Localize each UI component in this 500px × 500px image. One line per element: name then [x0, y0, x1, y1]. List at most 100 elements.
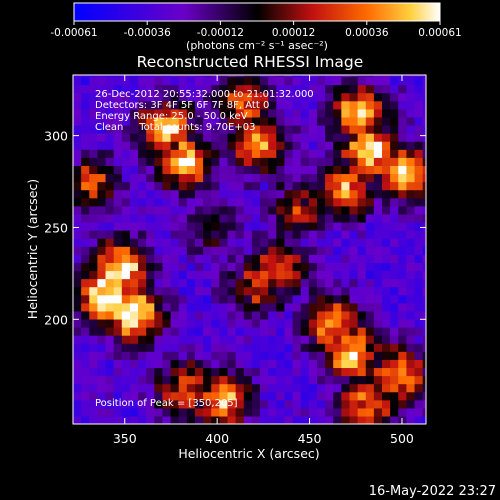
- heatmap-cell: [162, 335, 172, 344]
- heatmap-cell: [113, 391, 123, 401]
- heatmap-cell: [203, 343, 212, 352]
- heatmap-cell: [341, 100, 351, 110]
- heatmap-cell: [292, 286, 302, 296]
- heatmap-cell: [251, 294, 261, 304]
- heatmap-cell: [146, 359, 155, 369]
- heatmap-cell: [243, 173, 253, 183]
- heatmap-cell: [357, 181, 367, 191]
- heatmap-cell: [97, 294, 107, 304]
- heatmap-cell: [365, 141, 375, 150]
- heatmap-cell: [211, 149, 220, 158]
- heatmap-cell: [357, 399, 367, 409]
- heatmap-cell: [227, 294, 237, 304]
- heatmap-cell: [219, 141, 229, 150]
- heatmap-cell: [194, 76, 204, 86]
- heatmap-cell: [382, 335, 391, 344]
- heatmap-cell: [292, 165, 302, 175]
- heatmap-cell: [431, 68, 440, 77]
- heatmap-cell: [170, 375, 180, 385]
- heatmap-cell: [398, 318, 408, 328]
- heatmap-cell: [162, 318, 172, 328]
- heatmap-cell: [333, 108, 342, 118]
- heatmap-cell: [186, 230, 196, 239]
- heatmap-cell: [414, 157, 424, 166]
- heatmap-cell: [170, 165, 180, 175]
- heatmap-cell: [243, 76, 253, 86]
- heatmap-cell: [300, 367, 310, 377]
- heatmap-cell: [219, 351, 229, 360]
- heatmap-cell: [373, 262, 383, 272]
- heatmap-cell: [414, 367, 424, 377]
- heatmap-cell: [268, 165, 277, 175]
- heatmap-cell: [97, 318, 107, 328]
- heatmap-cell: [316, 76, 326, 86]
- heatmap-cell: [422, 173, 426, 183]
- heatmap-cell: [357, 318, 367, 328]
- heatmap-cell: [268, 359, 277, 369]
- heatmap-cell: [129, 335, 139, 344]
- heatmap-cell: [178, 92, 188, 102]
- heatmap-cell: [316, 189, 326, 199]
- heatmap-cell: [73, 270, 82, 280]
- heatmap-cell: [138, 286, 147, 296]
- heatmap-cell: [268, 335, 277, 344]
- heatmap-cell: [333, 415, 342, 424]
- heatmap-cell: [89, 213, 98, 223]
- x-axis: 350 400 450 500: [113, 75, 414, 446]
- heatmap-cell: [284, 383, 294, 393]
- heatmap-cell: [365, 302, 375, 312]
- heatmap-cell: [89, 230, 98, 239]
- heatmap-cell: [162, 310, 172, 320]
- heatmap-cell: [349, 133, 359, 142]
- heatmap-cell: [373, 181, 383, 191]
- heatmap-cell: [162, 149, 172, 158]
- heatmap-cell: [308, 391, 318, 401]
- heatmap-cell: [276, 359, 286, 369]
- heatmap-cell: [154, 351, 164, 360]
- heatmap-cell: [235, 124, 245, 134]
- heatmap-cell: [398, 262, 408, 272]
- heatmap-cell: [284, 205, 294, 215]
- heatmap-cell: [284, 133, 294, 142]
- heatmap-cell: [138, 157, 147, 166]
- heatmap-cell: [186, 165, 196, 175]
- heatmap-cell: [186, 157, 196, 166]
- heatmap-cell: [194, 124, 204, 134]
- heatmap-cell: [219, 124, 229, 134]
- heatmap-cell: [154, 254, 164, 263]
- heatmap-cell: [373, 270, 383, 280]
- heatmap-cell: [276, 327, 286, 336]
- heatmap-cell: [333, 286, 342, 296]
- heatmap-cell: [251, 76, 261, 86]
- heatmap-cell: [73, 327, 82, 336]
- heatmap-cell: [162, 141, 172, 150]
- heatmap-cell: [73, 205, 82, 215]
- heatmap-cell: [243, 221, 253, 231]
- heatmap-cell: [154, 141, 164, 150]
- heatmap-cell: [113, 327, 123, 336]
- heatmap-cell: [154, 75, 164, 78]
- heatmap-cell: [398, 286, 408, 296]
- heatmap-cell: [105, 181, 115, 191]
- heatmap-cell: [154, 238, 164, 247]
- heatmap-cell: [398, 149, 408, 158]
- heatmap-cell: [121, 294, 131, 304]
- heatmap-cell: [292, 181, 302, 191]
- heatmap-cell: [251, 254, 261, 263]
- heatmap-cell: [390, 189, 399, 199]
- heatmap-cell: [186, 108, 196, 118]
- heatmap-cell: [243, 75, 253, 78]
- heatmap-cell: [260, 173, 269, 183]
- heatmap-cell: [194, 415, 204, 424]
- heatmap-cell: [431, 270, 440, 279]
- heatmap-cell: [105, 84, 115, 94]
- heatmap-cell: [406, 367, 416, 377]
- heatmap-cell: [390, 221, 399, 231]
- heatmap-cell: [406, 157, 416, 166]
- heatmap-cell: [73, 359, 82, 369]
- heatmap-cell: [292, 375, 302, 385]
- heatmap-cell: [219, 286, 229, 296]
- heatmap-cell: [243, 124, 253, 134]
- heatmap-cell: [422, 246, 426, 255]
- heatmap-cell: [243, 318, 253, 328]
